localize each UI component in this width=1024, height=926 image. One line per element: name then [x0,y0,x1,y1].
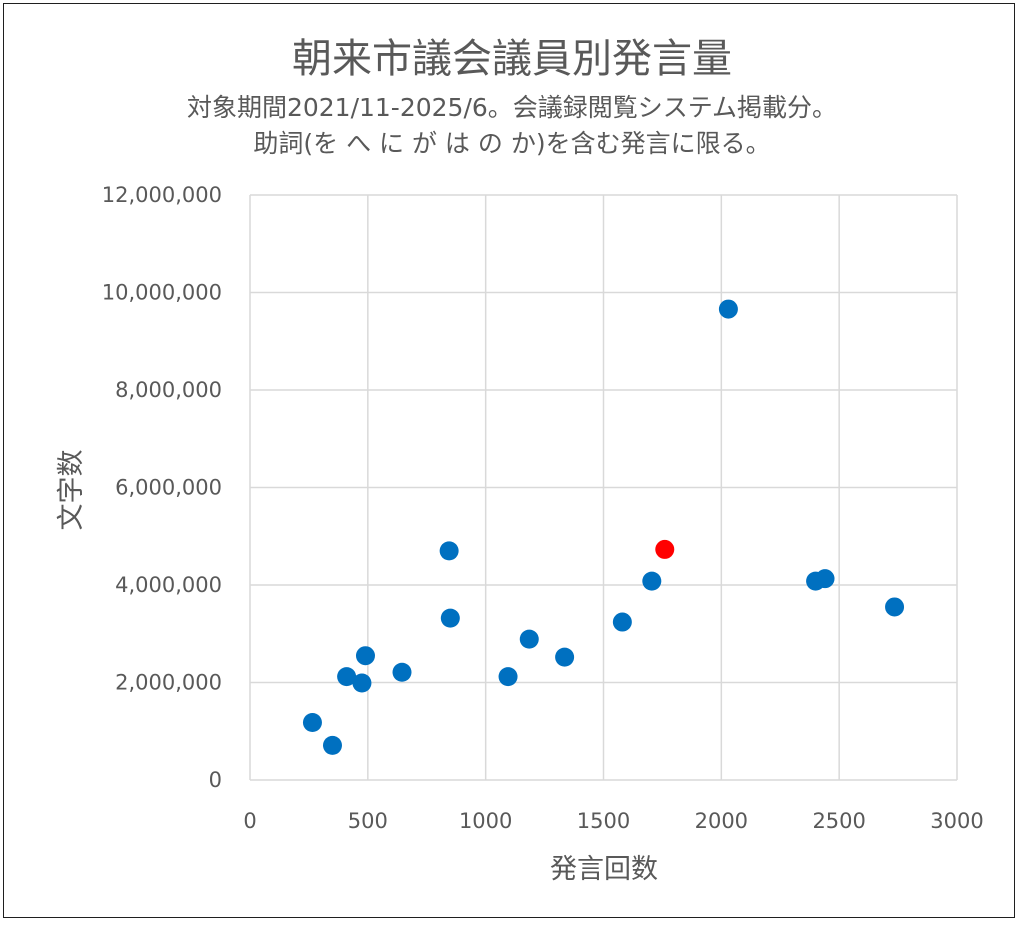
chart-subtitle-line-2: 助詞(を へ に が は の か)を含む発言に限る。 [253,129,771,158]
data-point [439,541,459,561]
data-point [352,673,372,693]
x-tick-label: 1000 [459,809,512,833]
data-point [498,667,518,687]
data-point [718,299,738,319]
gridlines [249,194,958,781]
y-tick-label: 0 [209,768,222,792]
x-tick-label: 3000 [930,809,983,833]
y-tick-label: 10,000,000 [102,281,222,305]
data-point [337,667,357,687]
chart-title: 朝来市議会議員別発言量 [292,36,732,82]
x-axis-ticks: 0 500 1000 1500 2000 2500 3000 [243,809,983,833]
data-points [302,299,905,755]
y-axis-title: 文字数 [56,450,87,531]
data-point [815,569,835,589]
y-axis-ticks: 0 2,000,000 4,000,000 6,000,000 8,000,000 10,… [102,183,222,792]
y-tick-label: 4,000,000 [115,573,222,597]
chart-subtitle-line-1: 対象期間2021/11-2025/6。会議録閲覧システム掲載分。 [186,93,838,122]
data-point [519,629,539,649]
y-tick-label: 8,000,000 [115,378,222,402]
x-tick-label: 500 [348,809,388,833]
y-tick-label: 12,000,000 [102,183,222,207]
x-tick-label: 1500 [577,809,630,833]
data-point [392,662,412,682]
highlighted-data-point [655,539,675,559]
data-point [355,646,375,666]
data-point [322,735,342,755]
x-axis-title: 発言回数 [550,854,658,885]
data-point [642,571,662,591]
data-point [440,608,460,628]
x-tick-label: 2500 [812,809,865,833]
data-point [612,612,632,632]
data-point [555,647,575,667]
x-tick-label: 2000 [695,809,748,833]
x-tick-label: 0 [243,809,256,833]
data-point [302,712,322,732]
data-point [885,597,905,617]
y-tick-label: 6,000,000 [115,476,222,500]
chart-frame [3,3,1015,918]
y-tick-label: 2,000,000 [115,671,222,695]
